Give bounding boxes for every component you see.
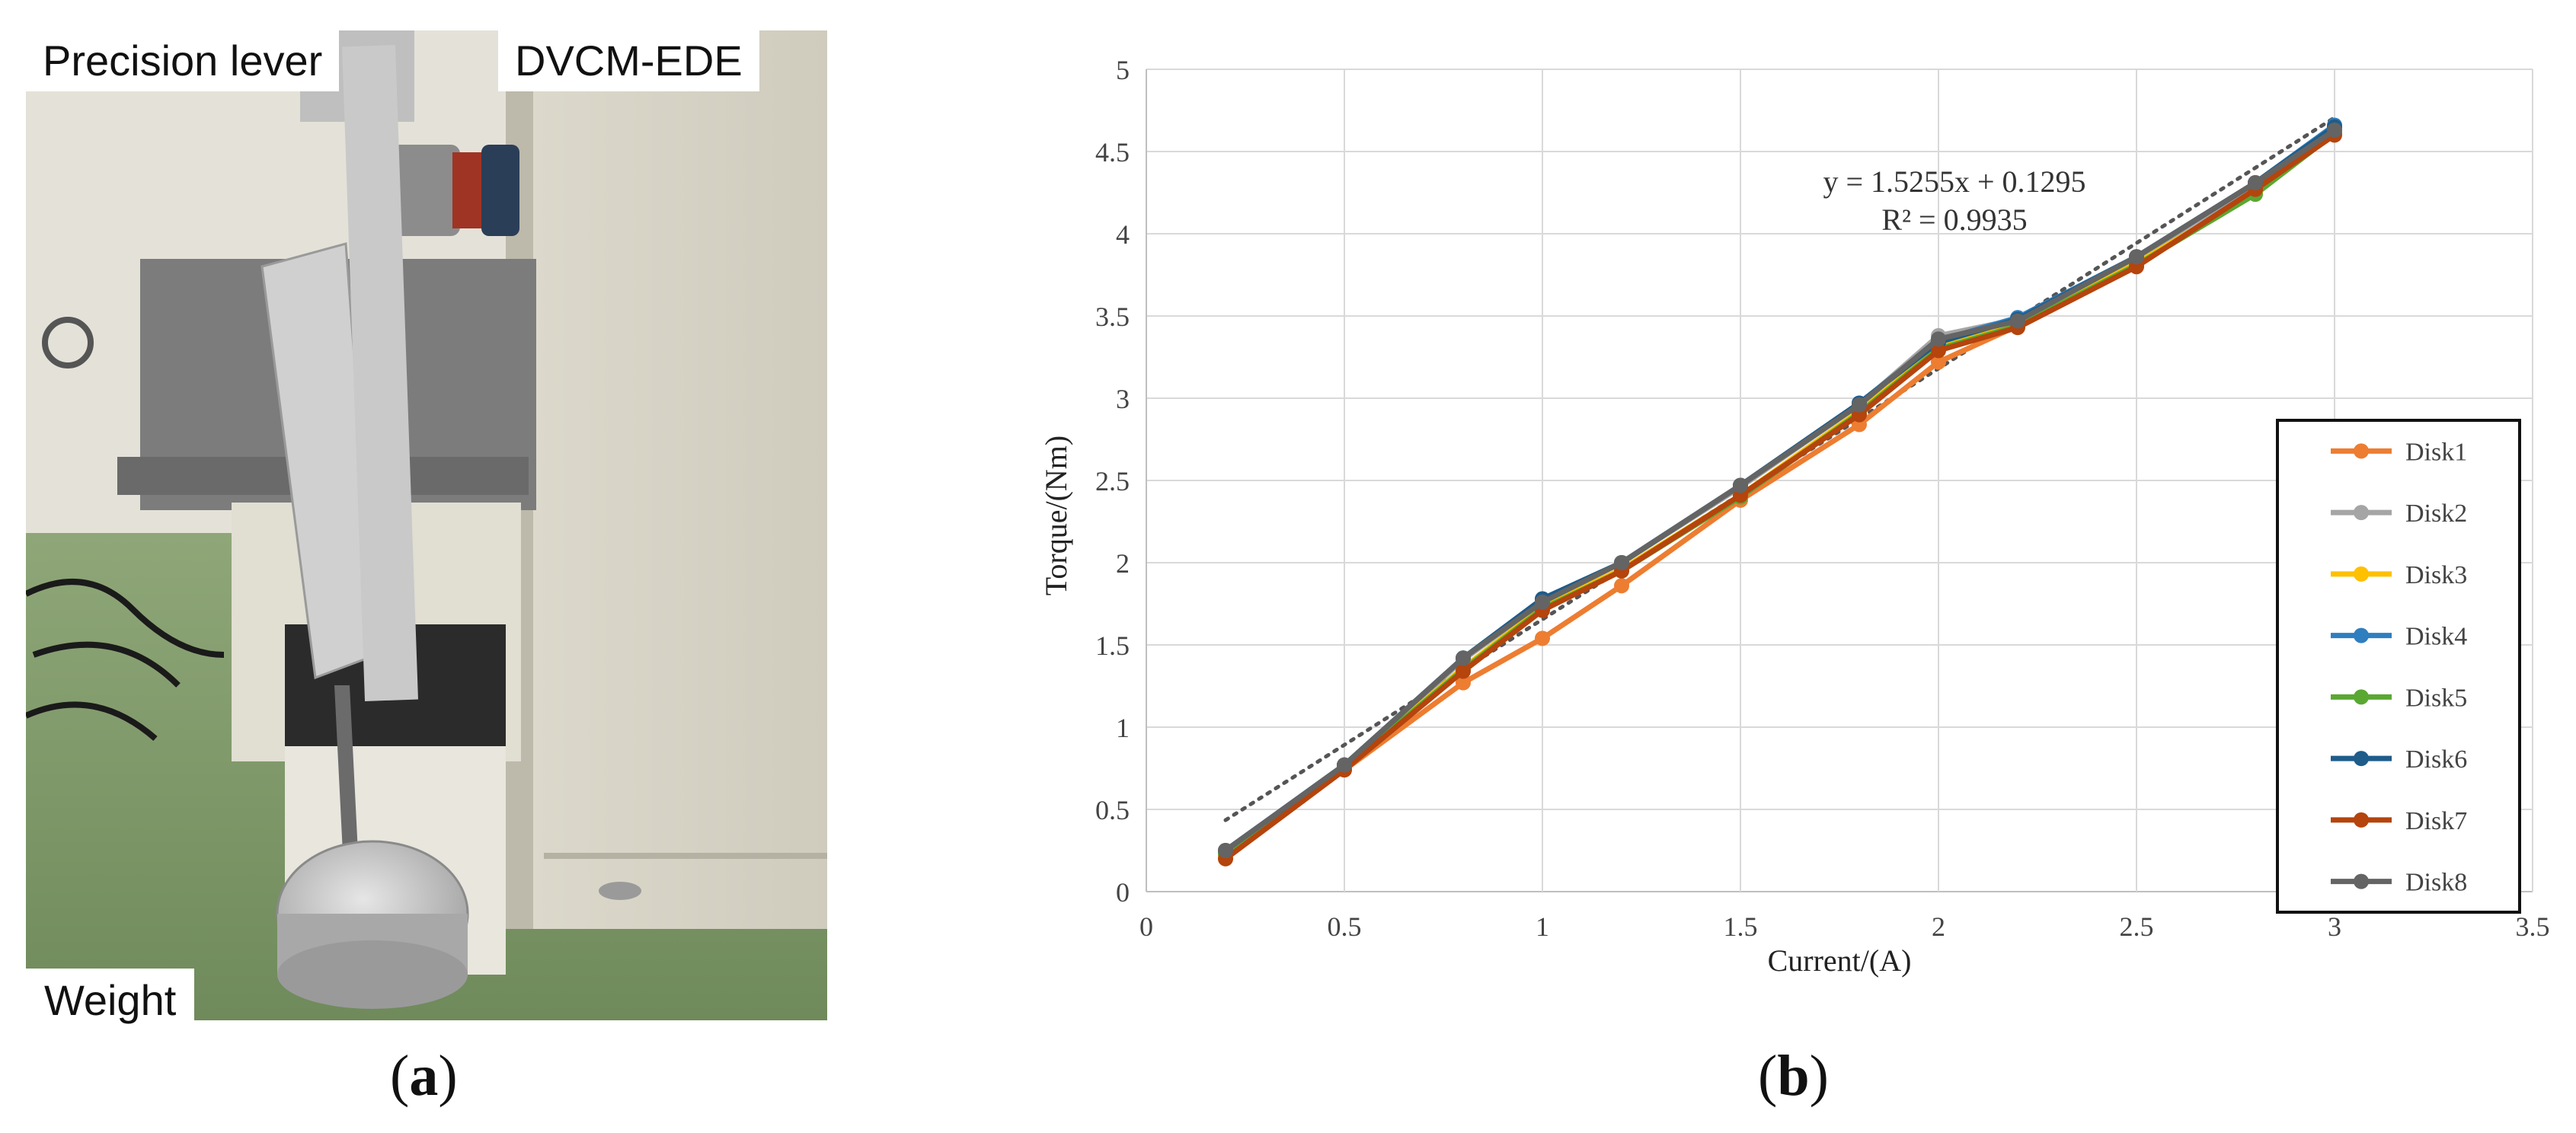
y-tick-label: 4.5 [1095, 137, 1130, 168]
caption-b-letter: b [1777, 1044, 1810, 1108]
data-point [2327, 122, 2342, 138]
label-dvcm-ede: DVCM-EDE [498, 30, 759, 91]
data-point [2010, 313, 2025, 329]
data-point [1931, 343, 1946, 359]
data-point [1931, 354, 1946, 370]
legend-swatch-marker [2354, 627, 2369, 643]
y-tick-label: 2.5 [1095, 466, 1130, 496]
x-tick-label: 0 [1139, 911, 1153, 942]
legend-swatch-marker [2354, 689, 2369, 705]
data-point [1614, 555, 1629, 570]
data-point [1218, 843, 1233, 858]
caption-a: (a) [390, 1043, 458, 1109]
x-tick-label: 1.5 [1724, 911, 1758, 942]
y-tick-label: 0.5 [1095, 795, 1130, 825]
data-point [1337, 757, 1352, 773]
data-point [1456, 675, 1471, 691]
x-tick-label: 3 [2328, 911, 2341, 942]
y-tick-label: 3 [1116, 384, 1130, 414]
legend-label: Disk5 [2405, 684, 2467, 712]
legend-swatch-marker [2354, 873, 2369, 889]
legend-label: Disk4 [2405, 623, 2467, 651]
legend-label: Disk7 [2405, 807, 2467, 835]
data-point [1852, 397, 1867, 413]
legend-box [2276, 419, 2521, 914]
y-tick-label: 5 [1116, 55, 1130, 85]
series-disk4 [1218, 117, 2342, 858]
legend-label: Disk3 [2405, 561, 2467, 589]
test-rig-photo [26, 30, 827, 1020]
x-tick-label: 2 [1932, 911, 1945, 942]
series-line-disk7 [1223, 132, 2336, 861]
data-point [1456, 663, 1471, 679]
series [1218, 117, 2342, 867]
y-axis-label: Torque/(Nm) [1039, 436, 1073, 595]
trendline-equation: y = 1.5255x + 0.1295 [1823, 164, 2085, 199]
caption-b: (b) [1758, 1043, 1829, 1109]
y-tick-label: 0 [1116, 877, 1130, 908]
caption-b-open: ( [1758, 1044, 1778, 1108]
photo-panel: Precision lever DVCM-EDE Weight [26, 30, 827, 1032]
caption-b-close: ) [1809, 1044, 1829, 1108]
axes: 0 0.5 1 1.5 2 2.5 3 3.5 4 4.5 5 0 0.5 1 1.5 2 2.5 3 3.5 [1095, 55, 2550, 942]
data-point [1733, 477, 1748, 493]
series-disk8 [1218, 122, 2342, 858]
trendline-r-squared: R² = 0.9935 [1881, 203, 2027, 237]
caption-a-letter: a [409, 1044, 439, 1108]
data-point [1614, 578, 1629, 594]
data-point [1535, 594, 1550, 610]
y-tick-label: 1.5 [1095, 630, 1130, 661]
y-tick-label: 4 [1116, 219, 1130, 250]
y-tick-label: 1 [1116, 713, 1130, 743]
x-tick-label: 0.5 [1328, 911, 1362, 942]
legend-label: Disk1 [2405, 438, 2467, 466]
x-tick-label: 1 [1536, 911, 1549, 942]
legend-label: Disk6 [2405, 745, 2467, 774]
legend-swatch-marker [2354, 505, 2369, 521]
legend-label: Disk2 [2405, 499, 2467, 528]
torque-current-chart: 0 0.5 1 1.5 2 2.5 3 3.5 4 4.5 5 0 0.5 1 1.5 2 2.5 3 3.5 y … [1039, 55, 2550, 978]
label-precision-lever: Precision lever [26, 30, 340, 91]
data-point [2248, 175, 2263, 191]
series-line-disk8 [1223, 128, 2336, 853]
data-point [1931, 331, 1946, 347]
label-weight: Weight [26, 969, 195, 1032]
legend-swatch-marker [2354, 812, 2369, 828]
data-point [1535, 630, 1550, 646]
caption-a-close: ) [438, 1044, 458, 1108]
legend-swatch-marker [2354, 443, 2369, 459]
data-point [1456, 650, 1471, 666]
x-axis-label: Current/(A) [1768, 943, 1912, 978]
x-tick-label: 2.5 [2120, 911, 2154, 942]
data-point [2129, 249, 2144, 265]
legend: Disk1 Disk2 Disk3 Disk4 Disk5 Disk6 Disk7 Disk8 [2276, 419, 2521, 914]
caption-a-open: ( [390, 1044, 410, 1108]
x-tick-label: 3.5 [2516, 911, 2550, 942]
y-tick-label: 2 [1116, 548, 1130, 579]
legend-swatch-marker [2354, 751, 2369, 767]
legend-swatch-marker [2354, 566, 2369, 582]
y-tick-label: 3.5 [1095, 302, 1130, 332]
legend-label: Disk8 [2405, 869, 2467, 897]
series-disk6 [1218, 119, 2342, 858]
